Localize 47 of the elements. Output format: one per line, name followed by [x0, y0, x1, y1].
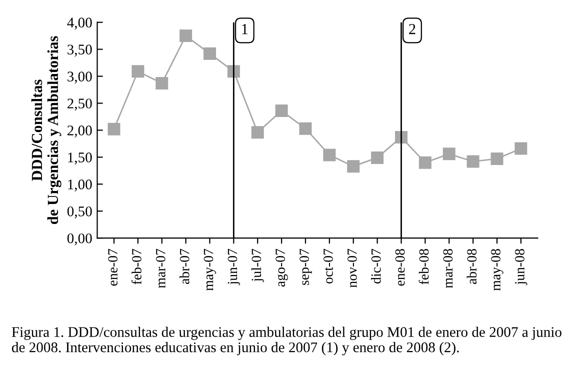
- point: [514, 142, 528, 155]
- x-tick-label: ene-07: [108, 248, 118, 286]
- point: [251, 126, 264, 139]
- x-tick-label: mar-07: [156, 248, 166, 288]
- ref-line-label: 2: [409, 24, 416, 34]
- point: [490, 152, 504, 166]
- x-tick-label: jun-08: [515, 249, 528, 286]
- point: [466, 155, 480, 168]
- x-tick-label: feb-08: [418, 249, 429, 284]
- y-tick-label: 2,50: [68, 98, 92, 111]
- x-tick-label: feb-07: [131, 248, 142, 284]
- point: [299, 122, 312, 135]
- y-tick-label: 3,50: [68, 44, 92, 57]
- y-tick-label: 1,50: [68, 152, 92, 164]
- x-tick-label: abr-07: [180, 248, 190, 284]
- point: [156, 77, 168, 90]
- x-tick-label: dic-07: [371, 248, 381, 284]
- point: [132, 65, 144, 78]
- y-tick-label: 0,50: [67, 206, 92, 218]
- x-tick-label: nov-07: [347, 248, 357, 288]
- x-tick-label: oct-07: [324, 248, 333, 284]
- y-axis-title: DDD/Consultas de Urgencias y Ambulatorias: [31, 36, 62, 224]
- y-tick-label: 3,00: [68, 72, 92, 84]
- ref-line-label: 1: [242, 24, 248, 34]
- y-tick-label: 0,00: [67, 233, 92, 246]
- x-tick-label: abr-08: [466, 249, 477, 284]
- x-tick-label: mar-08: [443, 249, 453, 288]
- point: [418, 156, 432, 169]
- point: [371, 151, 384, 164]
- x-tick-label: may-07: [204, 248, 216, 291]
- point: [442, 148, 456, 160]
- y-tick-label: 1,00: [68, 180, 92, 192]
- point: [323, 148, 336, 162]
- x-tick-label: ago-07: [276, 248, 288, 287]
- x-tick-label: jun-07: [228, 248, 240, 286]
- y-tick-label: 4,00: [67, 18, 92, 30]
- text: Figura 1. DDD/consultas de urgencias y ambulatorias del grupo M01 de enero de 2007 a junio de 2008. Intervenciones educativas en junio de 2007 (1) y enero de 2008 (2).: [12, 326, 562, 356]
- x-tick-label: ene-08: [395, 249, 405, 286]
- x-tick-label: may-08: [491, 249, 504, 291]
- x-tick-label: jul-07: [251, 248, 264, 282]
- point: [203, 47, 216, 60]
- point: [108, 122, 120, 136]
- y-tick-label: 2,00: [68, 126, 92, 138]
- point: [347, 160, 360, 173]
- x-tick-label: sep-07: [300, 248, 312, 285]
- point: [180, 30, 192, 42]
- point: [275, 104, 288, 118]
